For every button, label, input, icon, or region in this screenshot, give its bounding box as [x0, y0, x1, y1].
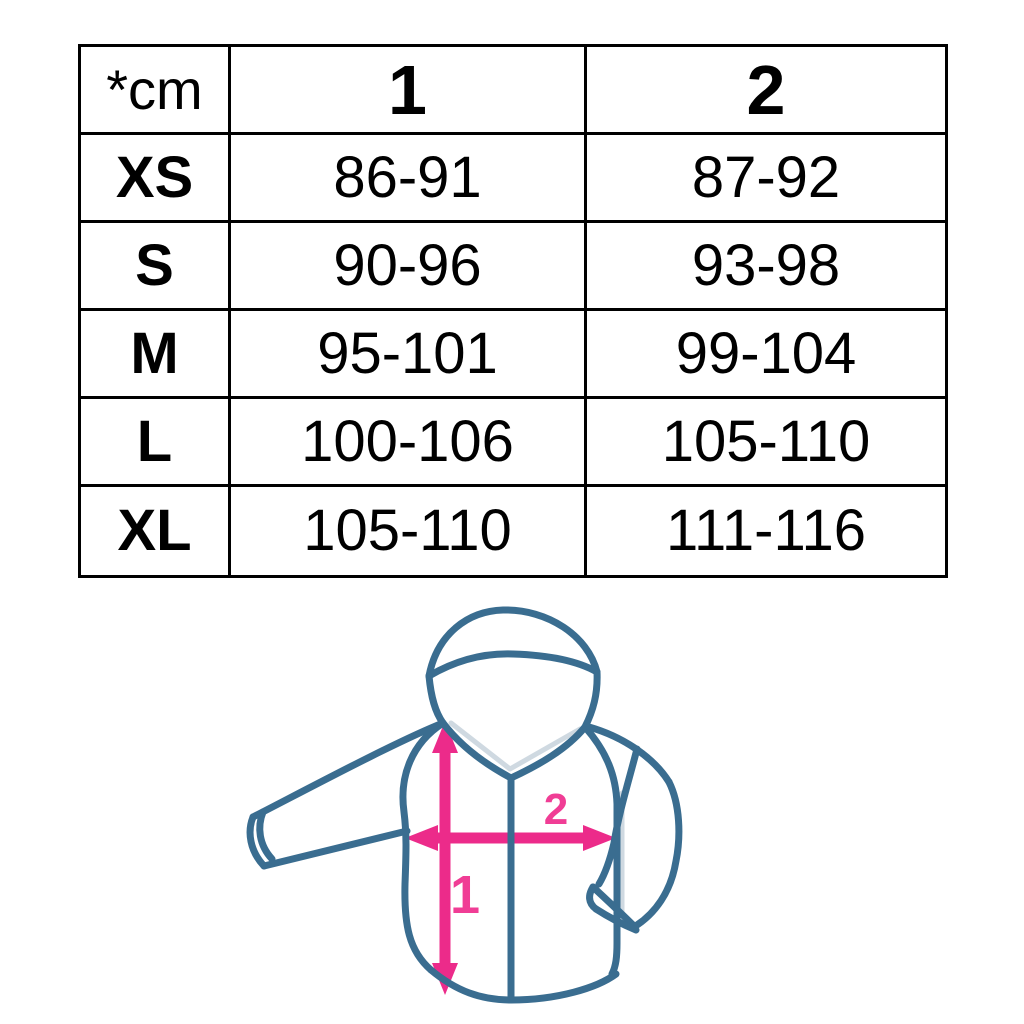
hood-fold-arc [425, 650, 601, 680]
value-m-2: 99-104 [587, 311, 945, 399]
measure-2-label: 2 [544, 785, 568, 834]
left-body-seam [399, 719, 447, 974]
size-chart-table: *cm 1 2 XS 86-91 87-92 S 90-96 93-98 M 9… [78, 44, 948, 578]
column-header-1: 1 [231, 47, 587, 135]
left-sleeve-top-edge [249, 719, 447, 821]
value-l-2: 105-110 [587, 399, 945, 487]
size-label-s: S [81, 223, 231, 311]
left-sleeve-bottom-edge [260, 827, 411, 870]
value-s-2: 93-98 [587, 223, 945, 311]
value-xl-2: 111-116 [666, 498, 866, 563]
unit-header-cell: *cm [81, 47, 231, 135]
hood-inner-v-highlight [448, 720, 583, 772]
right-sleeve-outer-edge [630, 778, 683, 931]
size-label-m: M [81, 311, 231, 399]
left-cuff-inner-line [256, 808, 276, 863]
value-s-1: 90-96 [231, 223, 587, 311]
bottom-hem [427, 966, 620, 1004]
right-cuff-top-line [589, 883, 639, 931]
left-cuff-outer-edge [246, 813, 268, 870]
value-xl-1: 105-110 [231, 487, 587, 575]
measure-2-arrowhead-right [583, 825, 616, 851]
jacket-outline [246, 606, 683, 1004]
size-label-xs: XS [81, 135, 231, 223]
value-xs-2: 87-92 [587, 135, 945, 223]
hood-top-arc [425, 606, 601, 680]
measure-2-arrowhead-left [405, 825, 438, 851]
column-header-2: 2 [587, 47, 945, 135]
right-body-seam [581, 723, 621, 978]
measure-1-arrowhead-top [432, 721, 458, 753]
right-cuff-bottom-line [592, 905, 640, 934]
measure-1-label: 1 [450, 865, 480, 925]
size-label-xl: XL [81, 487, 231, 575]
size-label-l: L [81, 399, 231, 487]
right-sleeve-inner-crease [595, 745, 641, 888]
value-l-1: 100-106 [231, 399, 587, 487]
value-xs-1: 86-91 [231, 135, 587, 223]
value-m-1: 95-101 [231, 311, 587, 399]
